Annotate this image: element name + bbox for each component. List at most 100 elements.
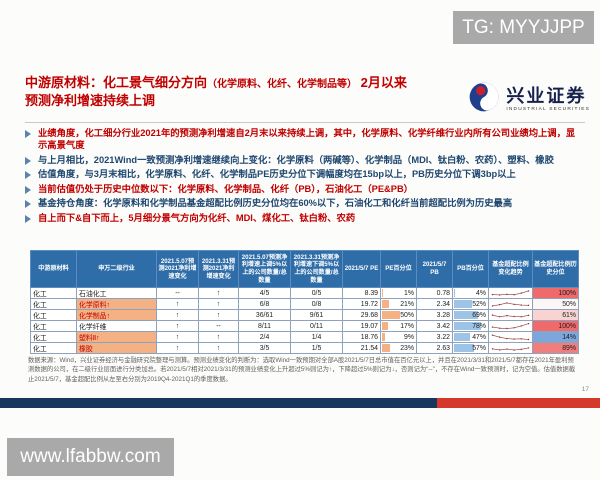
pb-percentile-value: 57% <box>472 344 486 352</box>
cell-pb-percentile: 69% <box>452 309 489 321</box>
cell-change-331: ↑ <box>198 331 239 343</box>
site-watermark-badge: www.lfabbw.com <box>7 438 174 476</box>
cell-fund-trend <box>488 309 533 321</box>
table-row: 化工 石油化工 -- ↑ 4/5 0/5 8.39 1% 0.78 4% 100% <box>30 287 579 299</box>
cell-fund-trend <box>488 320 533 332</box>
cell-fund-percentile: 100% <box>532 320 579 332</box>
pe-percentile-databar <box>382 344 391 352</box>
cell-change-507: ↑ <box>156 331 199 343</box>
column-header: 2021.5.07预测净利增速上调5%以上的公司数量/总数量 <box>238 250 291 288</box>
cell-category: 化工 <box>30 320 77 332</box>
bullet-text: 与上月相比，2021Wind一致预测净利增速继续向上变化：化学原料（两碱等）、化… <box>38 154 554 165</box>
pb-percentile-databar <box>454 311 479 319</box>
cell-industry: 化学制品↑ <box>76 309 157 321</box>
cell-pe: 19.07 <box>342 320 381 332</box>
pe-percentile-value: 17% <box>400 322 414 330</box>
cell-category: 化工 <box>30 298 77 310</box>
cell-pe: 18.76 <box>342 331 381 343</box>
bullet-text: 业绩角度，化工细分行业2021年的预测净利增速自2月末以来持续上调，其中，化学原… <box>38 128 576 151</box>
page-title-line2: 预测净利增速持续上调 <box>25 92 156 108</box>
cell-industry: 化学纤维 <box>76 320 157 332</box>
cell-change-507: ↑ <box>156 320 199 332</box>
title-paren: （化学原料、化纤、化学制品等） <box>207 79 358 90</box>
logo-name-en: INDUSTRIAL SECURITIES <box>506 107 590 112</box>
cell-industry: 橡胶 <box>76 342 157 354</box>
cell-upgrade-count: 3/5 <box>238 342 291 354</box>
pe-percentile-value: 21% <box>400 300 414 308</box>
cell-category: 化工 <box>30 309 77 321</box>
cell-upgrade-count: 36/61 <box>238 309 291 321</box>
cell-change-331: ↑ <box>198 309 239 321</box>
cell-pe-percentile: 23% <box>380 342 417 354</box>
cell-pb: 3.28 <box>416 309 453 321</box>
pe-percentile-value: 50% <box>400 311 414 319</box>
bullet-item: 业绩角度，化工细分行业2021年的预测净利增速自2月末以来持续上调，其中，化学原… <box>25 127 582 151</box>
cell-change-331: ↑ <box>198 298 239 310</box>
cell-pe: 29.68 <box>342 309 381 321</box>
cell-fund-percentile: 14% <box>532 331 579 343</box>
cell-change-331: ↑ <box>198 342 239 354</box>
bullet-list: 业绩角度，化工细分行业2021年的预测净利增速自2月末以来持续上调，其中，化学原… <box>25 127 582 227</box>
bullet-item: 估值角度，与3月末相比，化学原料、化纤、化学制品PE历史分位下调幅度均在15bp… <box>25 168 582 180</box>
cell-category: 化工 <box>30 287 77 299</box>
fund-trend-sparkline <box>491 289 530 296</box>
fund-trend-sparkline <box>491 333 530 340</box>
cell-change-507: ↑ <box>156 342 199 354</box>
cell-change-331: ↑ <box>198 287 239 299</box>
pb-percentile-value: 4% <box>476 289 486 297</box>
table-row: 化工 化学纤维 ↑ -- 8/11 0/11 19.07 17% 3.42 78% 100% <box>30 320 579 332</box>
cell-pb: 2.34 <box>416 298 453 310</box>
fund-trend-sparkline <box>491 346 530 351</box>
cell-fund-trend <box>488 331 533 343</box>
column-header: 2021/5/7 PE <box>342 250 381 288</box>
cell-pb: 0.78 <box>416 287 453 299</box>
bullet-arrow-icon <box>25 170 34 182</box>
column-header: 基金超配比例变化趋势 <box>488 250 533 288</box>
cell-downgrade-count: 0/8 <box>290 298 343 310</box>
pe-percentile-databar <box>382 333 386 341</box>
cell-downgrade-count: 0/5 <box>290 287 343 299</box>
cell-pe-percentile: 1% <box>380 287 417 299</box>
bullet-arrow-icon <box>25 129 34 153</box>
column-header: 基金超配比例历史分位 <box>532 250 579 288</box>
bullet-arrow-icon <box>25 156 34 168</box>
column-header: 中游原材料 <box>30 250 77 288</box>
cell-pb-percentile: 52% <box>452 298 489 310</box>
cell-upgrade-count: 8/11 <box>238 320 291 332</box>
column-header: 2021.3.31预测2021净利增速变化 <box>198 250 239 288</box>
cell-pe-percentile: 9% <box>380 331 417 343</box>
cell-industry: 化学原料↑ <box>76 298 157 310</box>
site-watermark-text: www.lfabbw.com <box>20 446 161 467</box>
pb-percentile-databar <box>454 300 473 308</box>
table-header-row: 中游原材料 申万二级行业 2021.5.07预测2021净利增速变化 2021.3.3… <box>30 250 579 288</box>
source-footnote: 数据来源：Wind，兴业证券经济与金融研究院整理与测算。预测业绩变化的判断为：选… <box>28 357 576 383</box>
cell-downgrade-count: 1/5 <box>290 342 343 354</box>
pe-percentile-value: 23% <box>400 344 414 352</box>
cell-industry: 塑料Ⅱ↑ <box>76 331 157 343</box>
cell-category: 化工 <box>30 342 77 354</box>
bullet-item: 与上月相比，2021Wind一致预测净利增速继续向上变化：化学原料（两碱等）、化… <box>25 154 582 166</box>
cell-upgrade-count: 4/5 <box>238 287 291 299</box>
industry-data-table: 中游原材料 申万二级行业 2021.5.07预测2021净利增速变化 2021.3.3… <box>30 250 579 354</box>
cell-pb-percentile: 78% <box>452 320 489 332</box>
column-header: PE百分位 <box>380 250 417 288</box>
pb-percentile-databar <box>454 344 474 352</box>
bottom-bar-red-segment <box>437 398 600 408</box>
bullet-text: 自上而下&自下而上，5月细分景气方向为化纤、MDI、煤化工、钛白粉、农药 <box>38 212 356 223</box>
header-divider <box>25 122 585 123</box>
bullet-item: 基金持仓角度：化学原料和化学制品基金超配比例历史分位均在60%以下，石油化工和化… <box>25 197 582 209</box>
cell-pe-percentile: 17% <box>380 320 417 332</box>
bullet-text: 当前估值仍处于历史中位数以下：化学原料、化学制品、化纤（PB），石油化工（PE&… <box>38 183 413 194</box>
tg-watermark-badge: TG: MYYJJPP <box>453 11 594 44</box>
bottom-bar <box>0 398 600 408</box>
table-row: 化工 橡胶 ↑ ↑ 3/5 1/5 21.54 23% 2.63 57% 89% <box>30 342 579 354</box>
page-title-line1: 中游原材料：化工景气细分方向（化学原料、化纤、化学制品等） 2月以来 <box>25 74 465 92</box>
cell-pe-percentile: 50% <box>380 309 417 321</box>
cell-pe-percentile: 21% <box>380 298 417 310</box>
title-main: 中游原材料：化工景气细分方向 <box>25 75 208 90</box>
cell-fund-percentile: 100% <box>532 287 579 299</box>
pe-percentile-value: 1% <box>404 289 414 297</box>
cell-pe: 8.39 <box>342 287 381 299</box>
pb-percentile-databar <box>454 333 471 341</box>
